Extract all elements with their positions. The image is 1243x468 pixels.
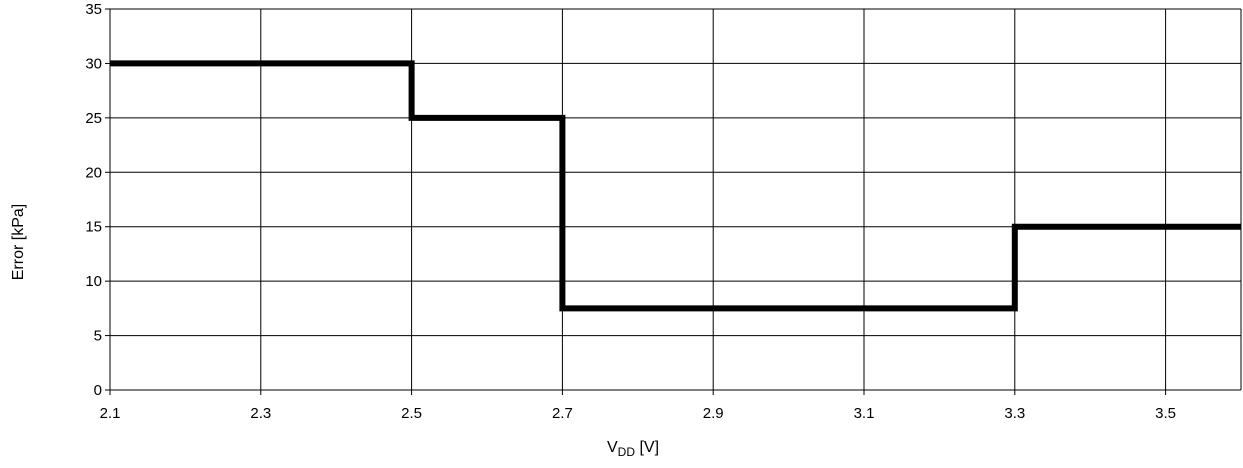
x-tick-label: 2.5 <box>401 405 422 422</box>
x-tick-label: 3.1 <box>854 405 875 422</box>
y-tick-label: 25 <box>85 110 102 127</box>
series-layer <box>110 63 1241 308</box>
y-tick-label: 15 <box>85 219 102 236</box>
y-tick-label: 35 <box>85 1 102 18</box>
x-tick-label: 2.3 <box>250 405 271 422</box>
x-tick-label: 2.1 <box>100 405 121 422</box>
x-axis-label: VDD [V] <box>607 439 659 459</box>
x-axis-label-main: V <box>607 439 618 456</box>
x-tick-label: 3.5 <box>1155 405 1176 422</box>
y-axis-label: Error [kPa] <box>10 204 27 280</box>
x-tick-label: 2.9 <box>703 405 724 422</box>
x-tick-label: 2.7 <box>552 405 573 422</box>
y-tick-label: 5 <box>94 328 102 345</box>
y-tick-label: 0 <box>94 382 102 399</box>
y-tick-label: 10 <box>85 273 102 290</box>
y-tick-label: 30 <box>85 55 102 72</box>
x-tick-label: 3.3 <box>1004 405 1025 422</box>
y-tick-label: 20 <box>85 164 102 181</box>
x-axis-label-unit: [V] <box>635 439 659 456</box>
x-axis-label-sub: DD <box>618 445 636 459</box>
series-line <box>110 63 1241 308</box>
